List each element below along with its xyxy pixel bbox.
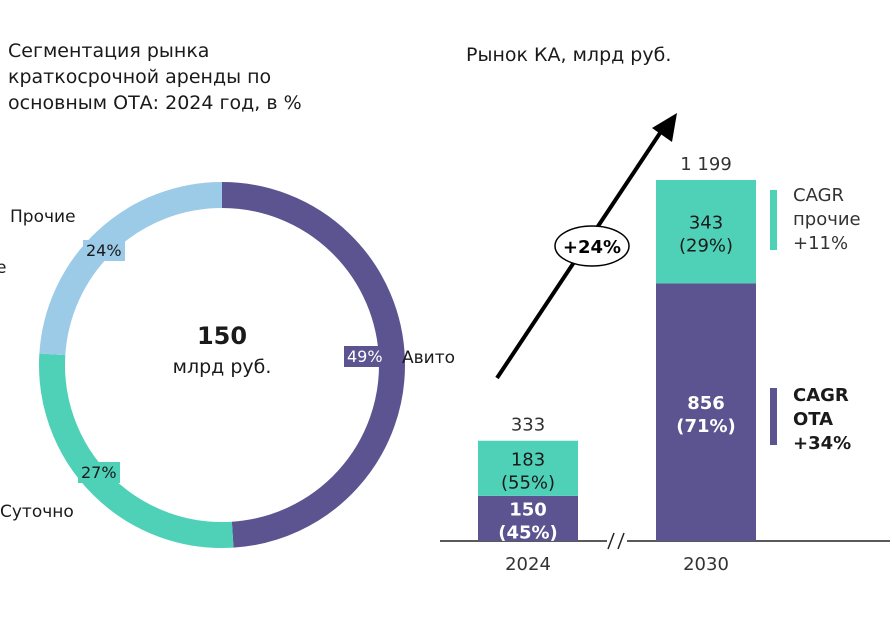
- cropped-label-fragment: е: [0, 258, 7, 278]
- cagr-others-marker: [770, 190, 777, 250]
- donut-slice-1: [39, 353, 234, 548]
- donut-title: Сегментация рынка краткосрочной аренды п…: [8, 40, 302, 114]
- bar-total-label: 1 199: [680, 154, 732, 175]
- bar-value-label: 343: [689, 213, 723, 234]
- slice-name-avito: Авито: [402, 348, 456, 368]
- bar-share-label: (29%): [679, 236, 733, 257]
- cagr-others-line2: прочие: [793, 209, 861, 230]
- bar-others-2024: [478, 440, 578, 496]
- bar-value-label: 183: [511, 449, 545, 470]
- bar-total-label: 333: [511, 415, 545, 436]
- bar-chart-title: Рынок КА, млрд руб.: [466, 44, 672, 66]
- axis-break-mark: [607, 532, 615, 550]
- bar-value-label: 150: [509, 499, 547, 520]
- axis-break-mark: [617, 532, 625, 550]
- slice-label-avito: 49%: [344, 346, 386, 367]
- donut-slice-0: [221, 182, 406, 548]
- bar-value-label: 856: [687, 393, 725, 414]
- bar-share-label: (55%): [501, 472, 555, 493]
- growth-label: +24%: [563, 237, 621, 258]
- donut-center-value: 150: [196, 322, 248, 350]
- bar-ota-2024: [478, 495, 578, 541]
- cagr-others-line3: +11%: [793, 233, 849, 254]
- cagr-ota-line1: CAGR: [793, 385, 849, 406]
- growth-badge: [554, 225, 630, 267]
- donut-center-unit: млрд руб.: [172, 356, 272, 378]
- cagr-others-line1: CAGR: [793, 185, 845, 206]
- bar-ota-2030: [656, 283, 756, 541]
- growth-arrow-head-icon: [652, 113, 677, 142]
- cagr-ota-line2: OTA: [793, 409, 834, 430]
- slice-name-other: Прочие: [10, 207, 76, 227]
- cagr-ota-marker: [770, 388, 777, 445]
- cagr-ota-line3: +34%: [793, 433, 852, 454]
- cagr-others-annotation: CAGR прочие +11%: [793, 184, 861, 256]
- slice-label-other: 24%: [83, 240, 125, 261]
- bar-share-label: (45%): [498, 522, 558, 543]
- bar-share-label: (71%): [676, 416, 736, 437]
- x-tick-label: 2024: [505, 554, 551, 575]
- slice-name-daily: Суточно: [0, 502, 74, 522]
- bar-others-2030: [656, 180, 756, 284]
- cagr-ota-annotation: CAGR OTA +34%: [793, 384, 851, 456]
- axis-break-gap: [607, 531, 627, 551]
- slice-label-daily: 27%: [78, 462, 120, 483]
- x-tick-label: 2030: [683, 554, 729, 575]
